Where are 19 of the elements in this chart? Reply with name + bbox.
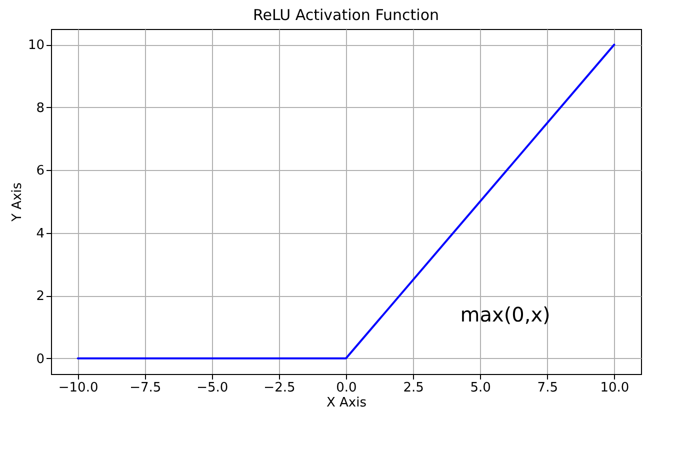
x-tick-label: −10.0 (58, 380, 98, 396)
x-tick-label: 0.0 (336, 380, 357, 396)
x-tick-label: 5.0 (470, 380, 491, 396)
y-tick-label: 6 (36, 164, 44, 179)
x-tick-label: 2.5 (403, 380, 424, 396)
y-tick-label: 4 (36, 226, 44, 242)
y-tick-label: 2 (36, 289, 44, 304)
x-tick-label: −5.0 (196, 380, 228, 396)
annotation: max(0,x) (460, 302, 550, 326)
y-axis-title: Y Axis (10, 182, 25, 223)
y-tick-label: 0 (36, 352, 44, 367)
x-tick-label: −7.5 (130, 380, 162, 396)
x-tick-label: −2.5 (264, 380, 296, 396)
x-tick-label: 10.0 (600, 380, 630, 396)
chart-title: ReLU Activation Function (253, 6, 439, 24)
y-tick-label: 10 (28, 38, 44, 54)
x-tick-label: 7.5 (537, 380, 558, 396)
x-axis-title: X Axis (326, 396, 367, 410)
y-tick-label: 8 (36, 100, 44, 116)
